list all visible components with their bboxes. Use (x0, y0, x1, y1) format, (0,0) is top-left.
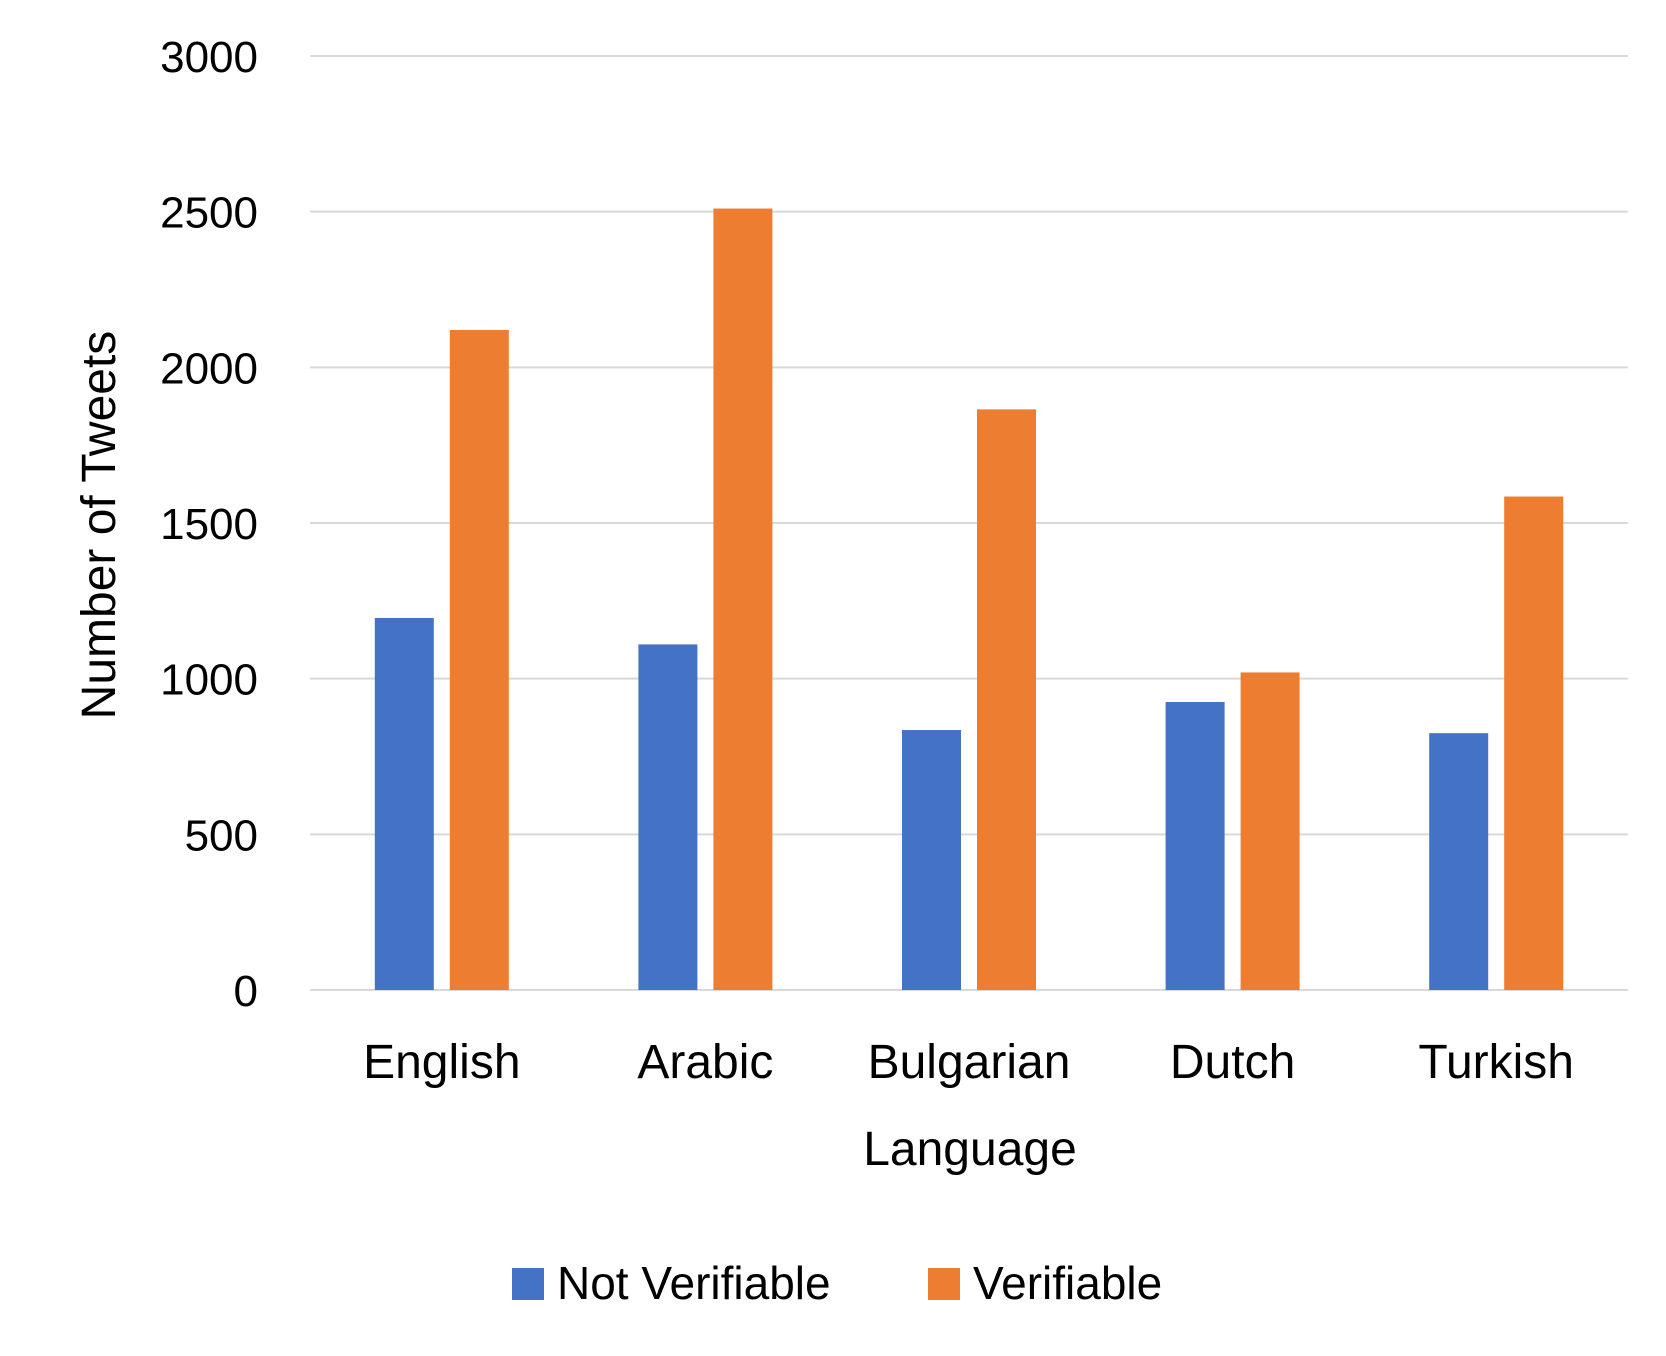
x-axis-label: Language (863, 1123, 1077, 1176)
legend: Not Verifiable Verifiable (512, 1257, 1162, 1309)
x-tick-label: Bulgarian (868, 1036, 1071, 1089)
y-tick-label: 1000 (160, 656, 258, 705)
y-tick-label: 2500 (160, 189, 258, 238)
x-tick-label: Dutch (1170, 1036, 1295, 1089)
bar-verifiable (977, 409, 1036, 990)
bar-verifiable (713, 208, 773, 990)
x-tick-label: English (363, 1036, 520, 1089)
bar-not-verifiable (902, 730, 961, 990)
bar-not-verifiable (374, 617, 434, 990)
y-tick-label: 500 (185, 811, 258, 860)
bar-verifiable (1504, 496, 1564, 990)
x-axis-ticks: English Arabic Bulgarian Dutch Turkish (363, 1036, 1574, 1089)
bar-verifiable (1240, 672, 1300, 990)
bar-verifiable (449, 329, 509, 990)
bar-not-verifiable (638, 644, 698, 990)
bar-not-verifiable (1429, 733, 1489, 990)
legend-label: Not Verifiable (557, 1257, 831, 1309)
y-axis-ticks: 0 500 1000 1500 2000 2500 3000 (160, 33, 258, 1016)
gridlines (310, 55, 1628, 991)
legend-label: Verifiable (973, 1257, 1162, 1309)
y-tick-label: 2000 (160, 344, 258, 393)
y-axis-label: Number of Tweets (73, 331, 126, 720)
y-tick-label: 3000 (160, 33, 258, 82)
legend-swatch (512, 1268, 544, 1300)
y-tick-label: 1500 (160, 500, 258, 549)
bars (374, 208, 1564, 990)
x-tick-label: Arabic (637, 1036, 773, 1089)
y-tick-label: 0 (234, 967, 258, 1016)
bar-not-verifiable (1165, 702, 1225, 990)
legend-swatch (928, 1268, 960, 1300)
x-tick-label: Turkish (1418, 1036, 1574, 1089)
